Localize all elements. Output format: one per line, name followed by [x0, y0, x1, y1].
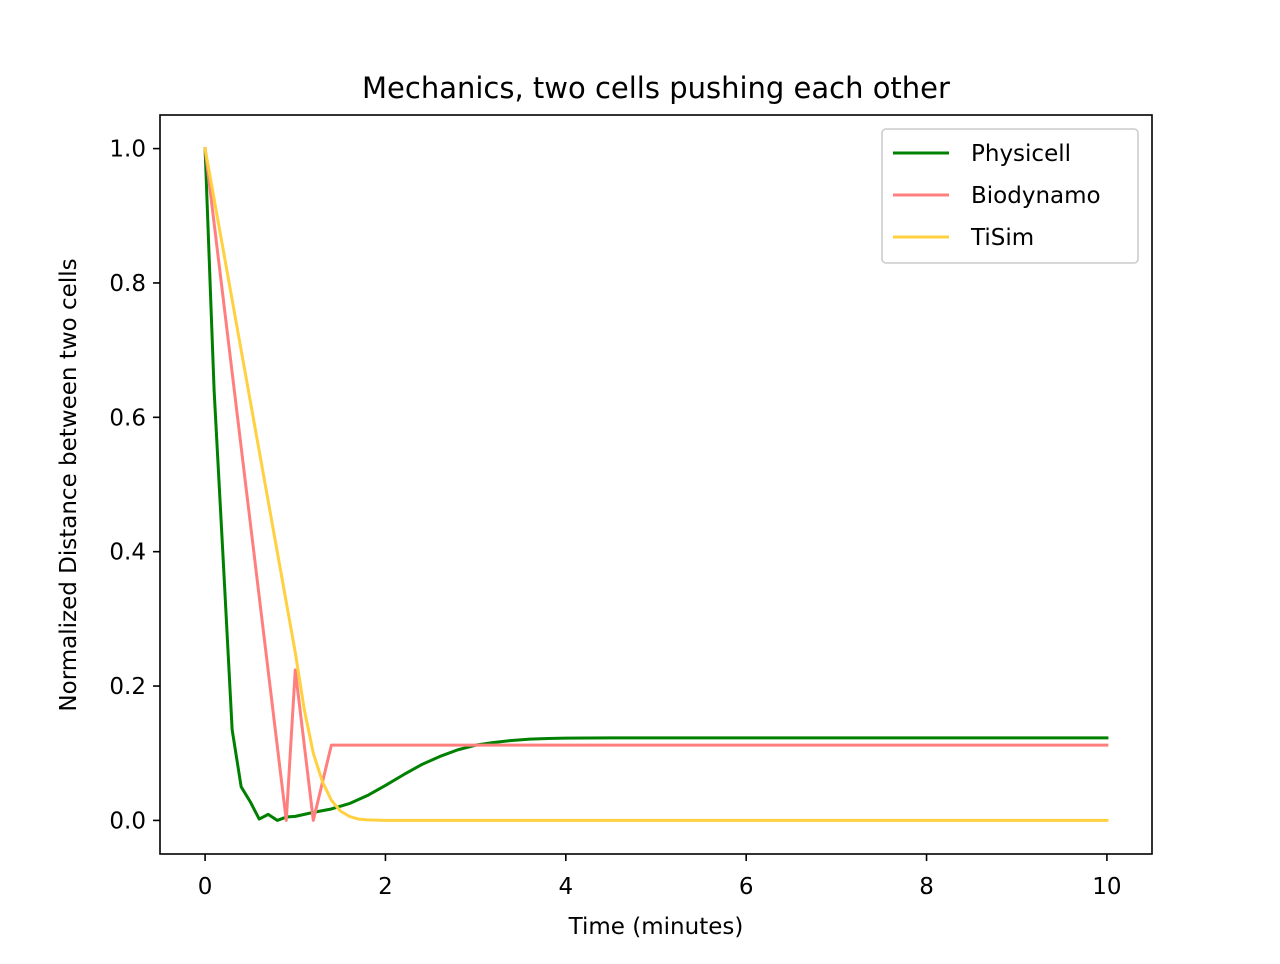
axes-frame [159, 114, 1153, 855]
x-tick-label: 10 [1092, 874, 1121, 900]
series-line-physicell [203, 147, 1109, 822]
x-axis-label: Time (minutes) [568, 914, 744, 940]
y-tick-label: 0.6 [109, 405, 146, 431]
x-tick-label: 2 [378, 874, 393, 900]
chart-title: Mechanics, two cells pushing each other [362, 71, 950, 105]
series-line-tisim [203, 146, 1109, 822]
series-line-biodynamo [203, 146, 1109, 822]
plot-series [203, 146, 1109, 822]
legend-label-biodynamo: Biodynamo [971, 183, 1101, 209]
legend-label-physicell: Physicell [971, 141, 1071, 167]
x-tick-label: 4 [558, 874, 573, 900]
y-tick-label: 0.8 [109, 271, 146, 297]
y-axis-ticks: 0.0 0.2 0.4 0.6 0.8 1.0 [109, 137, 160, 834]
x-tick-label: 0 [198, 874, 213, 900]
y-axis-label: Normalized Distance between two cells [56, 258, 82, 711]
x-axis-ticks: 0 2 4 6 8 10 [198, 854, 1122, 900]
y-tick-label: 0.0 [109, 808, 146, 834]
y-tick-label: 1.0 [109, 137, 146, 163]
x-tick-label: 8 [919, 874, 934, 900]
legend-label-tisim: TiSim [970, 225, 1034, 251]
legend: Physicell Biodynamo TiSim [881, 128, 1139, 264]
y-tick-label: 0.4 [109, 540, 146, 566]
legend-box [881, 128, 1139, 264]
y-tick-label: 0.2 [109, 674, 146, 700]
x-tick-label: 6 [739, 874, 754, 900]
